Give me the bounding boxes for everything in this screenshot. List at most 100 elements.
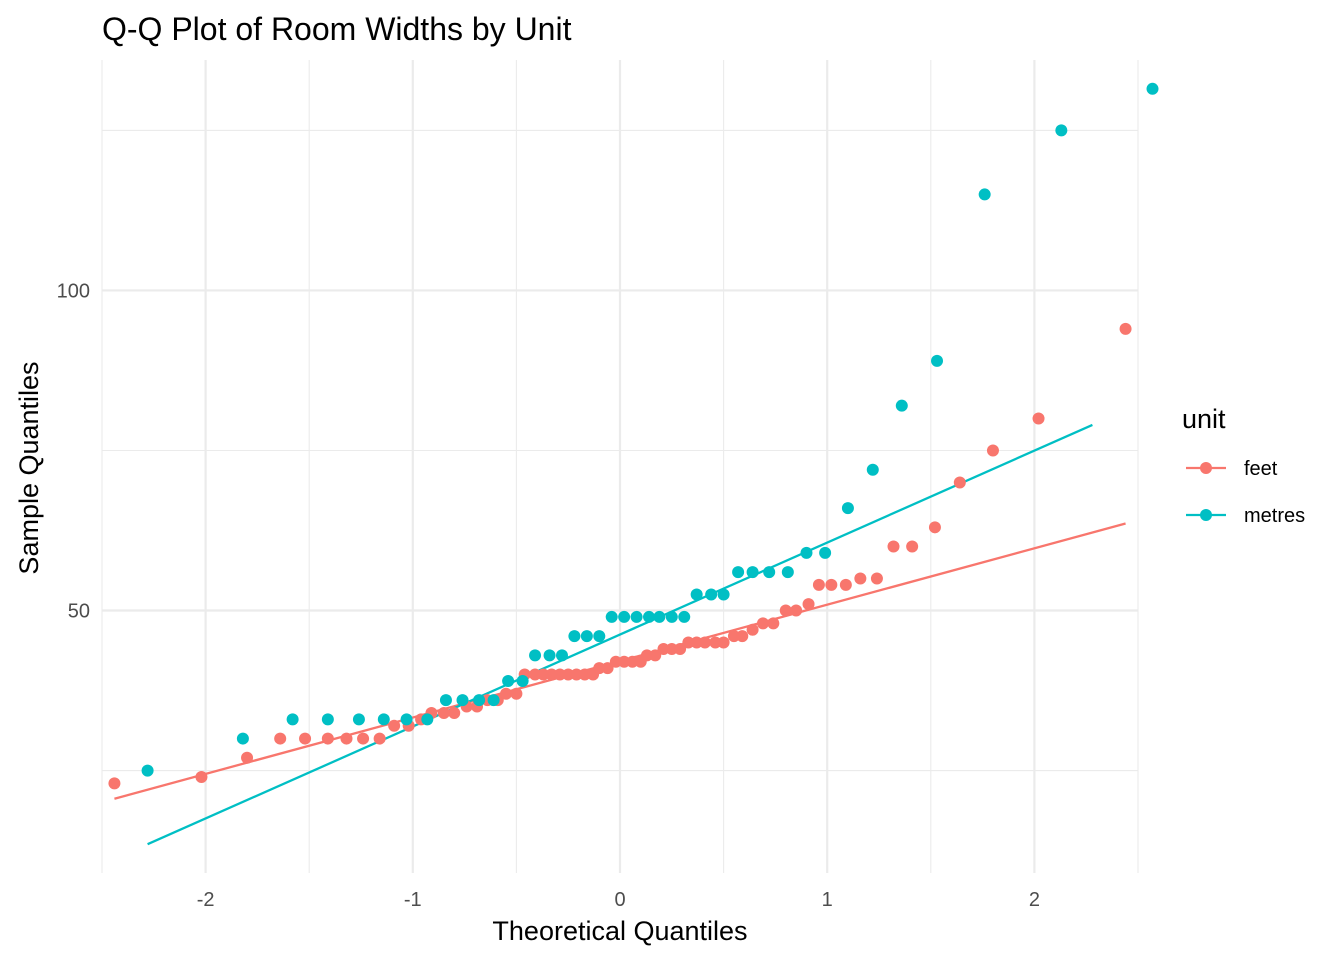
fit-line-metres [147, 423, 1093, 846]
point-metres [717, 588, 730, 601]
x-axis-ticks: -2 -1 0 1 2 [197, 889, 1040, 911]
point-feet [887, 540, 900, 553]
point-feet [649, 649, 662, 662]
point-feet [854, 572, 867, 585]
legend-title: unit [1182, 404, 1226, 434]
point-feet [373, 732, 386, 745]
legend-label: metres [1244, 505, 1305, 527]
point-metres [543, 649, 556, 662]
point-feet [626, 655, 639, 668]
point-metres [593, 630, 606, 643]
point-metres [286, 713, 299, 726]
x-tick-label: -1 [404, 889, 422, 911]
point-feet [812, 578, 825, 591]
point-metres [568, 630, 581, 643]
point-metres [321, 713, 334, 726]
point-metres [352, 713, 365, 726]
point-feet [570, 668, 583, 681]
point-feet [746, 623, 759, 636]
legend-items: feet metres [1186, 458, 1305, 527]
point-feet [437, 706, 450, 719]
point-metres [931, 354, 944, 367]
legend-key-point [1200, 462, 1212, 474]
grid [101, 60, 1139, 873]
legend-key-point [1200, 509, 1212, 521]
point-metres [819, 546, 832, 559]
point-metres [236, 732, 249, 745]
point-feet [756, 617, 769, 630]
point-feet [953, 476, 966, 489]
point-metres [705, 588, 718, 601]
point-metres [746, 566, 759, 579]
point-metres [618, 610, 631, 623]
point-metres [580, 630, 593, 643]
point-metres [529, 649, 542, 662]
point-metres [978, 188, 991, 201]
data-points [108, 82, 1159, 790]
point-metres [732, 566, 745, 579]
x-tick-label: 2 [1029, 889, 1040, 911]
point-metres [141, 764, 154, 777]
point-feet [593, 662, 606, 675]
point-feet [618, 655, 631, 668]
point-metres [630, 610, 643, 623]
point-metres [841, 502, 854, 515]
point-metres [781, 566, 794, 579]
point-feet [553, 668, 566, 681]
point-metres [400, 713, 413, 726]
legend: unit feet metres [1182, 404, 1305, 527]
x-tick-label: 1 [822, 889, 833, 911]
point-feet [870, 572, 883, 585]
point-metres [665, 610, 678, 623]
point-metres [439, 694, 452, 707]
point-feet [665, 642, 678, 655]
point-feet [578, 668, 591, 681]
chart-title: Q-Q Plot of Room Widths by Unit [102, 11, 572, 47]
point-feet [108, 777, 121, 790]
point-feet [1119, 322, 1132, 335]
point-feet [1032, 412, 1045, 425]
point-metres [1055, 124, 1068, 137]
point-metres [555, 649, 568, 662]
point-feet [640, 649, 653, 662]
series-feet [108, 322, 1132, 790]
point-feet [388, 719, 401, 732]
point-feet [448, 706, 461, 719]
point-feet [510, 687, 523, 700]
point-feet [928, 521, 941, 534]
y-tick-label: 100 [57, 280, 90, 302]
point-metres [690, 588, 703, 601]
point-feet [609, 655, 622, 668]
point-feet [562, 668, 575, 681]
x-tick-label: -2 [197, 889, 215, 911]
point-feet [717, 636, 730, 649]
point-feet [825, 578, 838, 591]
point-feet [357, 732, 370, 745]
point-feet [736, 630, 749, 643]
point-feet [195, 770, 208, 783]
point-feet [839, 578, 852, 591]
point-feet [690, 636, 703, 649]
point-feet [986, 444, 999, 457]
y-axis-ticks: 50 100 [57, 280, 90, 622]
point-feet [682, 636, 695, 649]
legend-item-feet: feet [1186, 458, 1278, 480]
point-feet [802, 598, 815, 611]
point-feet [906, 540, 919, 553]
y-axis-title: Sample Quantiles [14, 361, 44, 574]
point-metres [678, 610, 691, 623]
y-tick-label: 50 [68, 601, 90, 623]
point-feet [299, 732, 312, 745]
point-feet [709, 636, 722, 649]
legend-item-metres: metres [1186, 505, 1305, 527]
point-metres [653, 610, 666, 623]
point-metres [456, 694, 469, 707]
point-feet [698, 636, 711, 649]
legend-label: feet [1244, 458, 1278, 480]
point-metres [377, 713, 390, 726]
point-feet [727, 630, 740, 643]
x-axis-title: Theoretical Quantiles [492, 916, 747, 946]
point-feet [500, 687, 513, 700]
series-metres [141, 82, 1159, 777]
